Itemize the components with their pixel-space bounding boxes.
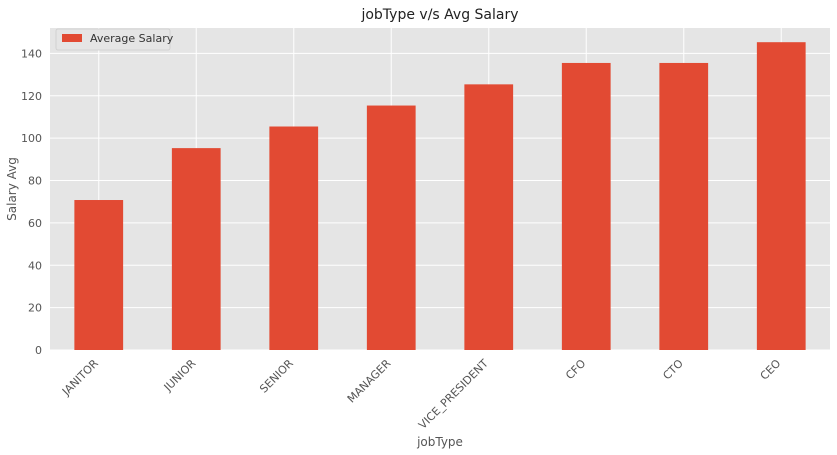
bars [74, 42, 806, 350]
x-tick-label: VICE_PRESIDENT [416, 357, 491, 432]
y-tick-label: 140 [21, 47, 42, 60]
bar-senior [269, 126, 319, 350]
y-tick-label: 0 [35, 344, 42, 357]
plot-area [50, 28, 830, 350]
legend: Average Salary [55, 28, 174, 51]
y-axis-label: Salary Avg [5, 157, 19, 221]
x-tick-label: MANAGER [345, 357, 394, 406]
bar-manager [366, 105, 416, 350]
y-tick-label: 80 [28, 175, 42, 188]
y-tick-label: 20 [28, 302, 42, 315]
x-tick-label: CTO [660, 357, 686, 383]
bar-cfo [561, 62, 611, 350]
x-tick-label: SENIOR [257, 357, 296, 396]
y-ticks: 0 20 40 60 80 100 120 140 [21, 47, 42, 357]
legend-box [55, 28, 171, 51]
x-tick-label: JANITOR [59, 357, 101, 399]
bar-junior [171, 148, 221, 350]
bar-ceo [756, 42, 806, 350]
legend-label: Average Salary [90, 32, 174, 45]
chart-title: jobType v/s Avg Salary [360, 7, 518, 23]
x-ticks: JANITOR JUNIOR SENIOR MANAGER VICE_PRESIDENT… [59, 357, 784, 432]
x-tick-label: CFO [563, 357, 588, 382]
y-tick-label: 60 [28, 217, 42, 230]
y-tick-label: 100 [21, 132, 42, 145]
x-axis-label: jobType [416, 435, 463, 449]
x-tick-label: JUNIOR [161, 357, 199, 395]
bar-vice-president [464, 84, 514, 350]
bar-janitor [74, 200, 124, 350]
y-tick-label: 40 [28, 259, 42, 272]
bar-cto [659, 62, 709, 350]
y-tick-label: 120 [21, 90, 42, 103]
legend-swatch [62, 34, 82, 42]
x-tick-label: CEO [758, 357, 784, 383]
